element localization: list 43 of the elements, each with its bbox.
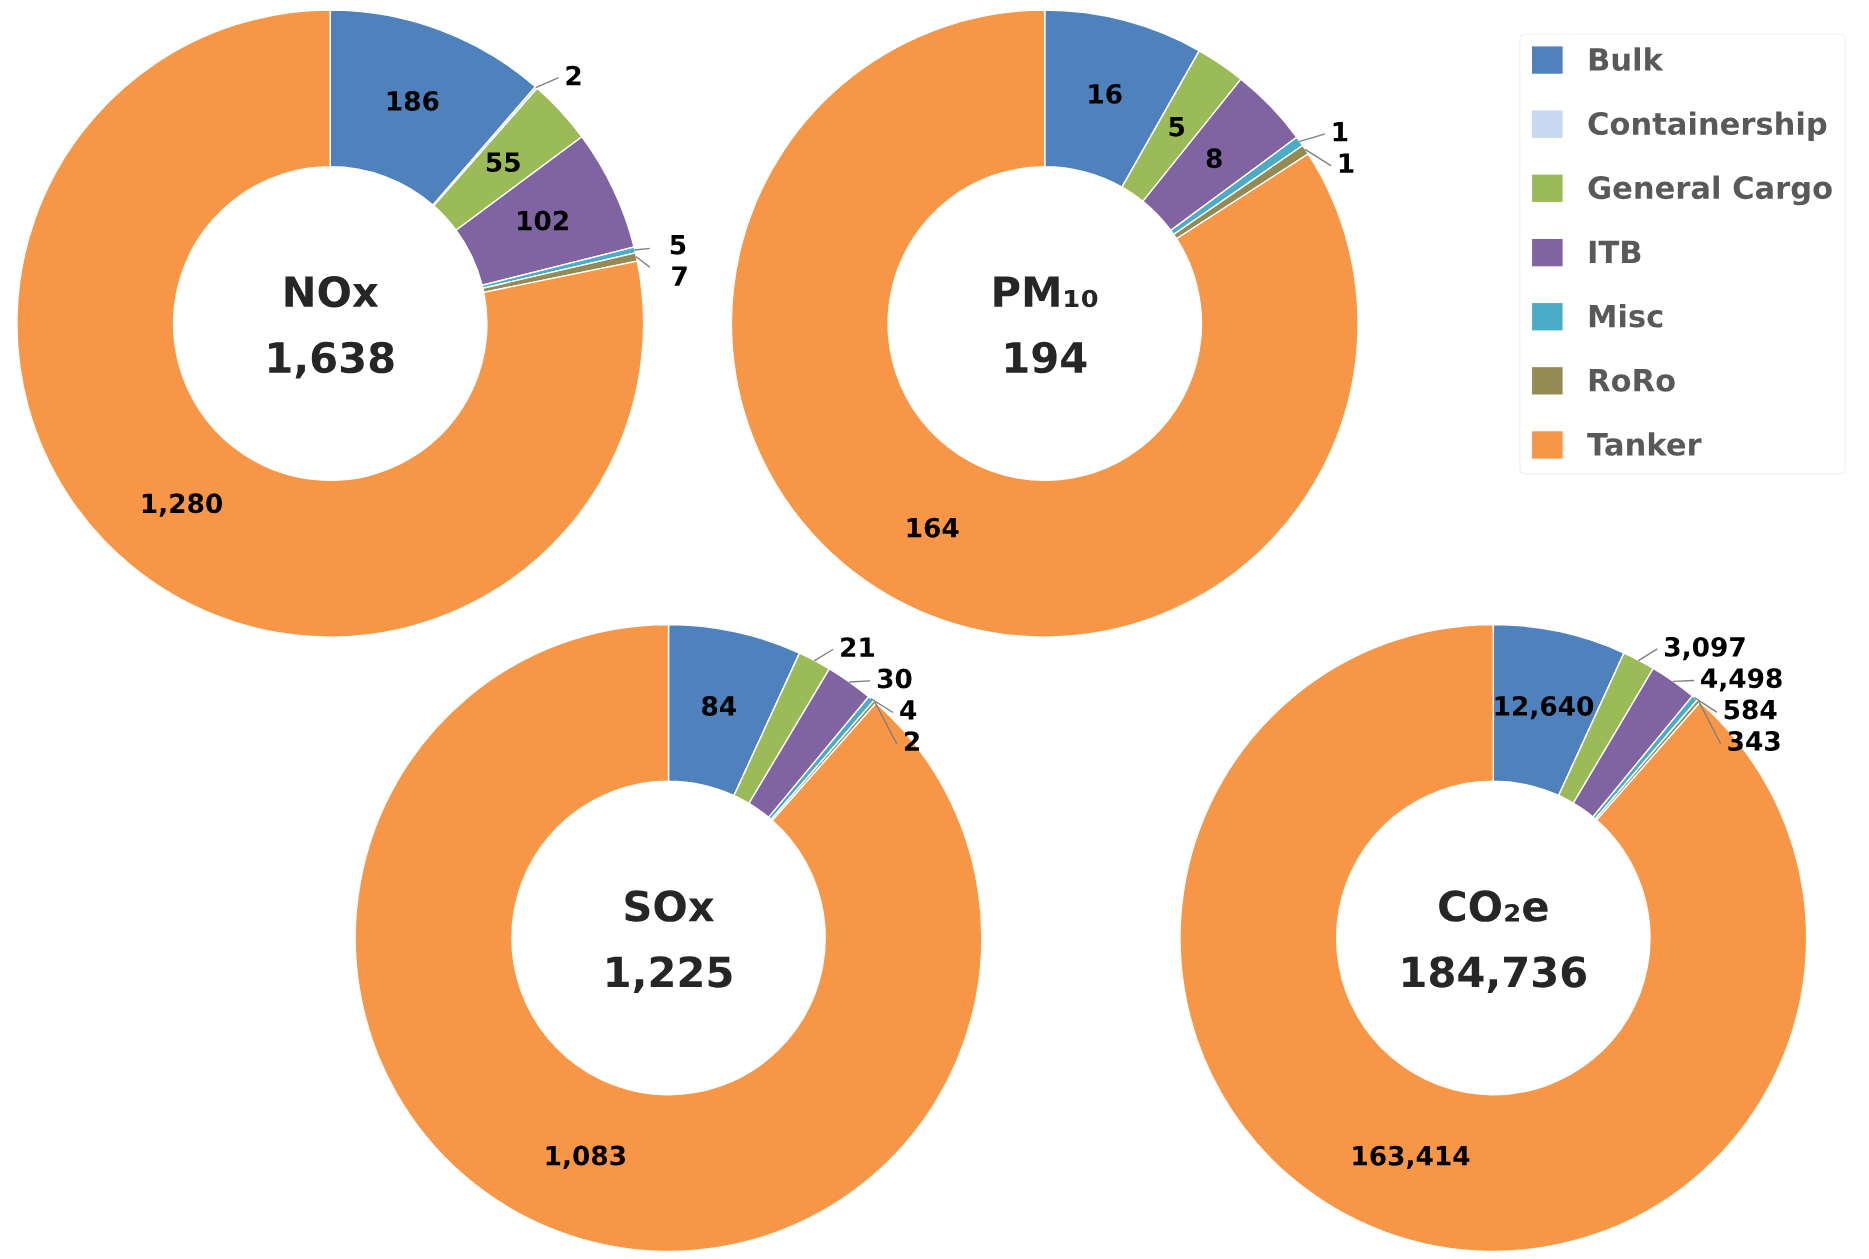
data-label: 1 — [1339, 153, 1354, 173]
donut-slice — [730, 9, 1359, 638]
legend-label: Tanker — [1587, 432, 1702, 456]
legend-label: ITB — [1589, 240, 1641, 264]
data-label: 102 — [518, 210, 568, 231]
text: 194 — [1005, 341, 1087, 374]
data-label: 1,083 — [546, 1145, 625, 1169]
data-label: 55 — [486, 152, 520, 173]
text: SOx — [625, 890, 715, 922]
data-label: 84 — [702, 695, 736, 716]
data-label: 8 — [1206, 148, 1222, 169]
donut-slice — [354, 623, 983, 1253]
data-label: 5 — [670, 235, 686, 255]
data-label: 30 — [877, 668, 912, 689]
data-label: 3,097 — [1665, 636, 1745, 661]
data-label: 16 — [1089, 83, 1122, 104]
data-label: 4 — [900, 700, 917, 720]
text: PM₁₀ — [994, 276, 1098, 308]
data-label: 164 — [907, 517, 959, 538]
legend-label: General Cargo — [1588, 175, 1832, 206]
text: 184,736 — [1403, 956, 1586, 993]
donut-slice — [16, 9, 645, 638]
data-label: 2 — [566, 65, 581, 86]
data-label: 5 — [1169, 117, 1185, 137]
data-label: 584 — [1724, 699, 1777, 720]
donut-slice — [1179, 623, 1808, 1253]
legend-label: Containership — [1588, 111, 1827, 141]
legend-label: Misc — [1589, 303, 1663, 328]
legend-label: Bulk — [1589, 47, 1664, 71]
data-label: 186 — [387, 90, 439, 111]
data-label: 163,414 — [1353, 1145, 1470, 1170]
text: NOx — [285, 275, 379, 308]
text: 1,225 — [607, 956, 732, 993]
data-label: 4,498 — [1701, 668, 1782, 692]
text: CO₂e — [1439, 890, 1548, 922]
data-label: 7 — [672, 266, 687, 286]
data-label: 21 — [841, 637, 874, 657]
data-label: 1 — [1333, 122, 1348, 142]
data-label: 2 — [904, 731, 919, 751]
text: 1,638 — [269, 341, 394, 379]
data-label: 12,640 — [1495, 695, 1594, 720]
legend-label: RoRo — [1589, 369, 1675, 392]
data-label: 1,280 — [142, 493, 223, 517]
